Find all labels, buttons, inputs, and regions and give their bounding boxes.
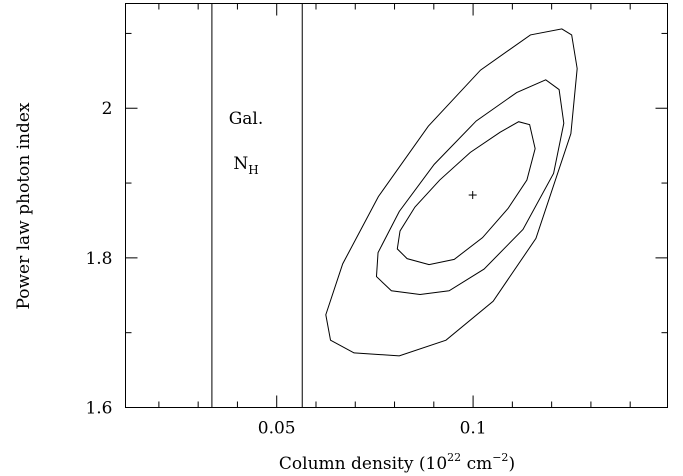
x-axis-tick-labels: 0.05 0.1: [258, 419, 487, 439]
plot-frame: [125, 3, 668, 408]
middle-contour: [375, 79, 565, 296]
x-axis-label-exponent: 22: [447, 451, 461, 464]
y-axis-tick-labels: 1.6 1.8 2: [85, 99, 112, 418]
best-fit-marker: [468, 191, 477, 200]
y-tick-label-2: 2: [102, 99, 113, 119]
y-tick-label-1: 1.8: [85, 249, 112, 269]
galactic-label: Gal.: [229, 109, 264, 129]
y-axis-ticks: [125, 32, 668, 408]
x-tick-label-0: 0.05: [258, 419, 296, 439]
x-axis-label-middle: cm: [461, 454, 492, 474]
nh-symbol: N: [233, 154, 248, 174]
inner-contour: [396, 121, 536, 266]
nh-subscript: H: [248, 163, 258, 177]
galactic-nh-lines: [211, 3, 303, 408]
confidence-contours: [325, 28, 578, 357]
x-tick-label-1: 0.1: [460, 419, 487, 439]
x-axis-ticks: [158, 3, 631, 408]
x-axis-label: Column density (1022 cm−2): [279, 451, 515, 474]
outer-contour: [325, 28, 578, 357]
nh-label: NH: [233, 154, 258, 177]
y-tick-label-0: 1.6: [85, 399, 112, 419]
x-axis-label-suffix: ): [508, 454, 515, 474]
x-axis-label-prefix: Column density (10: [279, 454, 447, 474]
x-axis-unit-exponent: −2: [492, 451, 508, 464]
y-axis-label: Power law photon index: [14, 102, 34, 309]
